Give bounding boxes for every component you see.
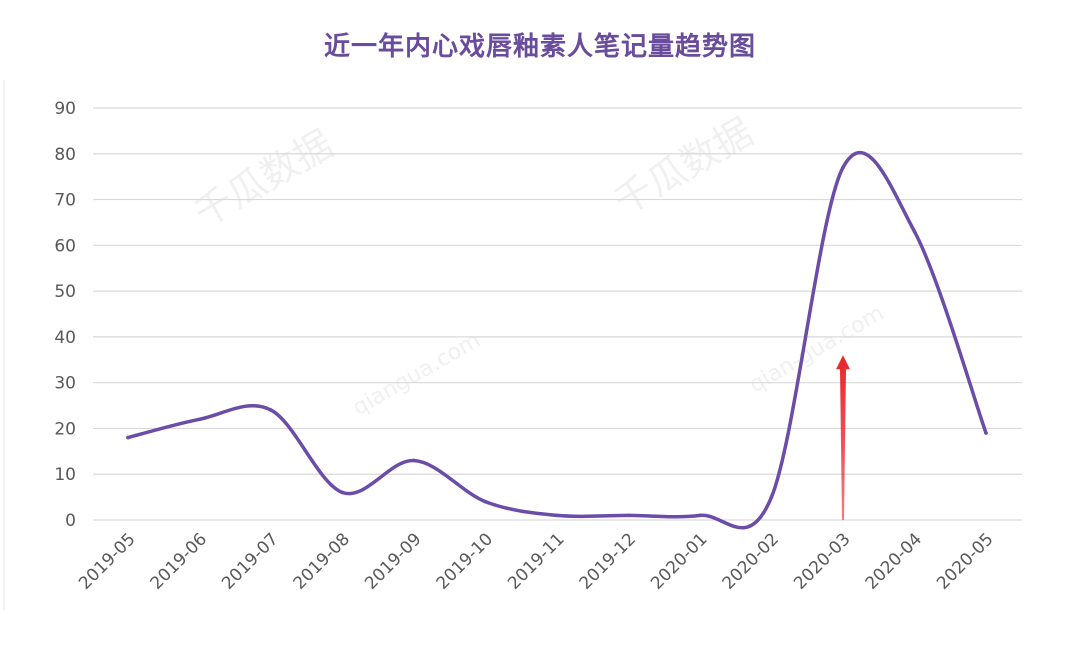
annotation-arrow: [836, 355, 850, 520]
x-tick-label: 2020-01: [647, 529, 711, 593]
y-tick-label: 30: [54, 374, 76, 394]
y-tick-label: 50: [54, 282, 76, 302]
y-tick-label: 0: [65, 511, 76, 531]
y-tick-label: 60: [54, 236, 76, 256]
watermark-text: 千瓜数据: [607, 110, 761, 224]
data-point: [269, 408, 273, 412]
y-tick-label: 90: [54, 99, 76, 119]
x-tick-label: 2020-05: [933, 529, 997, 593]
watermark-text: 千瓜数据: [187, 122, 341, 236]
y-tick-label: 20: [54, 419, 76, 439]
y-axis: 0 10 20 30 40 50 60 70 80 90: [54, 99, 76, 531]
x-tick-label: 2019-08: [290, 529, 354, 593]
series-line: [126, 150, 988, 530]
y-tick-label: 10: [54, 465, 76, 485]
data-point: [412, 458, 416, 463]
x-tick-label: 2019-07: [218, 529, 282, 593]
data-point: [126, 435, 130, 440]
x-tick-label: 2019-10: [433, 529, 497, 593]
chart-title: 近一年内心戏唇釉素人笔记量趋势图: [323, 32, 756, 62]
x-tick-label: 2020-03: [790, 529, 854, 593]
data-point: [698, 513, 702, 518]
x-tick-label: 2019-05: [75, 529, 139, 593]
x-tick-label: 2020-02: [719, 529, 783, 593]
data-point: [555, 513, 559, 518]
watermark-text: qian-gua.com: [745, 301, 888, 398]
data-point: [483, 499, 488, 504]
x-axis: 2019-05 2019-06 2019-07 2019-08 2019-09 2019-…: [75, 529, 997, 593]
y-tick-label: 80: [54, 145, 76, 165]
x-tick-label: 2019-06: [147, 529, 211, 593]
series-layer: [126, 150, 988, 530]
x-tick-label: 2020-04: [862, 529, 926, 593]
data-point: [769, 495, 774, 499]
x-tick-label: 2019-11: [504, 529, 568, 593]
data-point: [984, 431, 988, 435]
x-tick-label: 2019-12: [576, 529, 640, 593]
data-point: [912, 229, 917, 234]
y-tick-label: 70: [54, 191, 76, 211]
y-tick-label: 40: [54, 328, 76, 348]
annotation-layer: [836, 355, 850, 520]
data-point: [841, 165, 845, 170]
watermark-text: qiangua.com: [349, 328, 485, 421]
data-point: [626, 513, 631, 518]
data-point: [340, 490, 345, 495]
data-point: [197, 417, 202, 422]
x-tick-label: 2019-09: [361, 529, 425, 593]
